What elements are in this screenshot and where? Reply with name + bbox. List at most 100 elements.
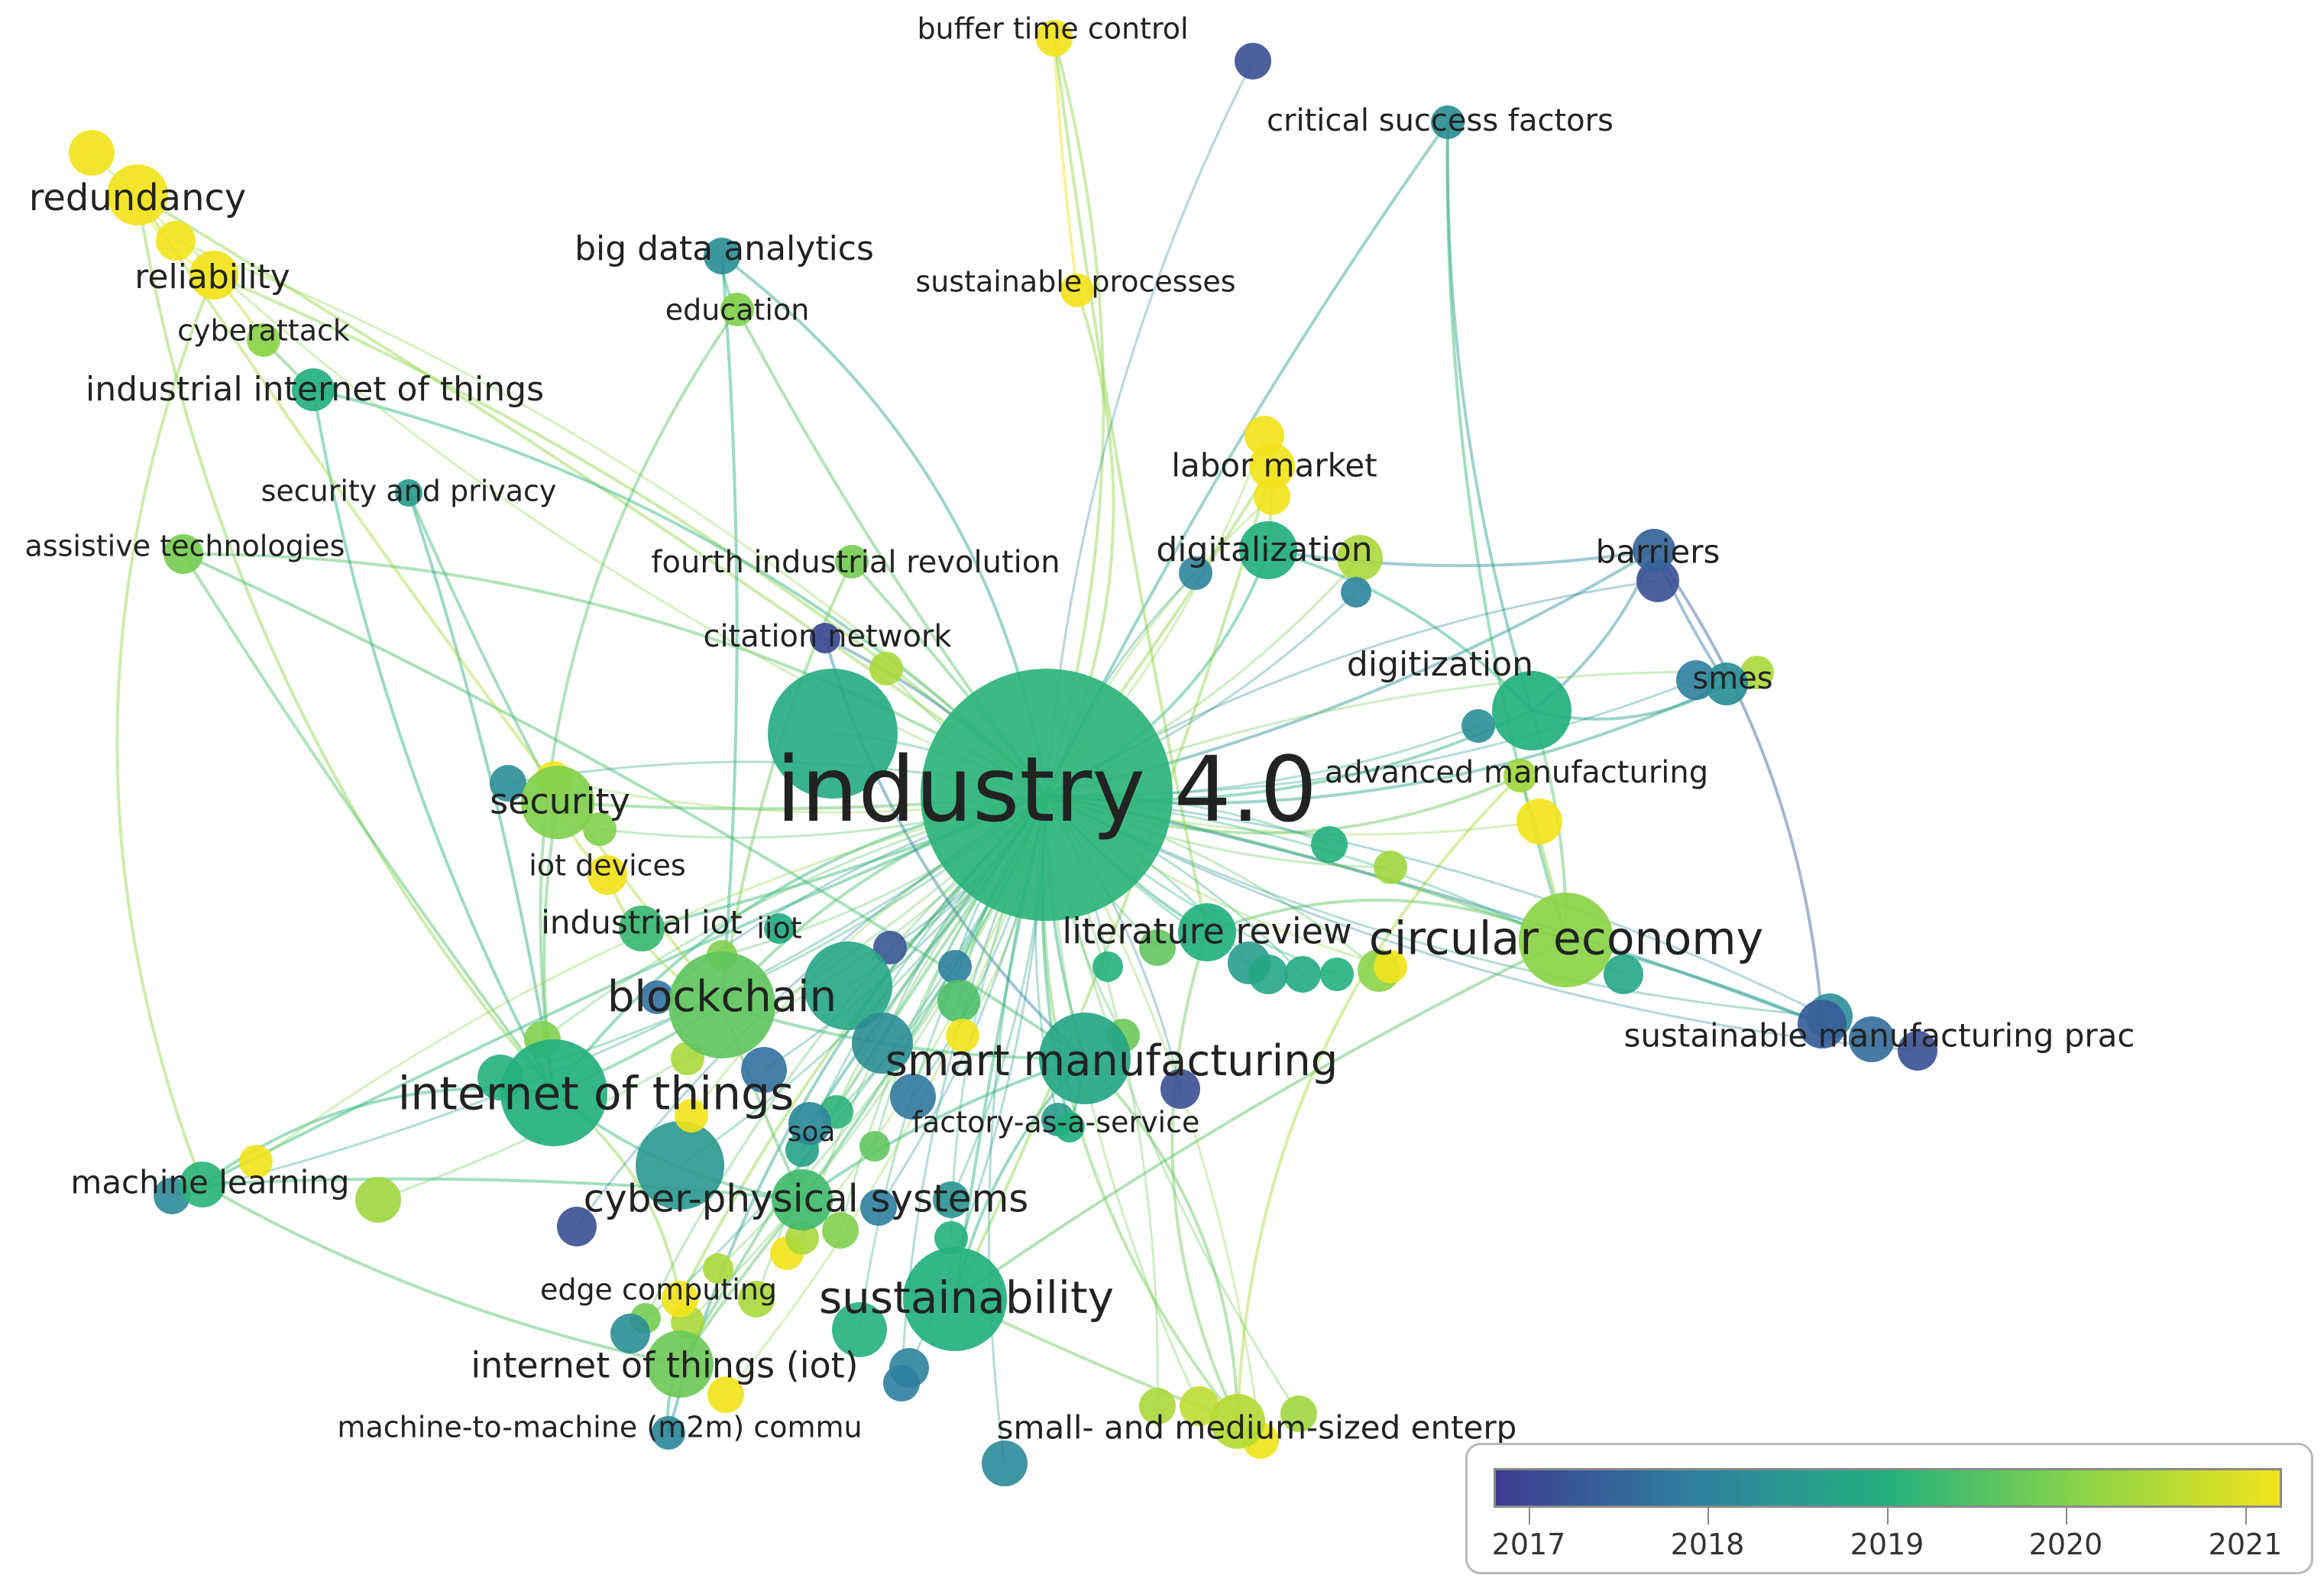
node-iotdev[interactable]: [587, 855, 627, 895]
node-ml[interactable]: [180, 1162, 225, 1207]
minor-node[interactable]: [1320, 958, 1354, 991]
node-soa[interactable]: [788, 1102, 831, 1145]
node-redundancy[interactable]: [107, 164, 168, 225]
node-label-edge[interactable]: edge computing: [540, 1273, 777, 1307]
node-label-soa[interactable]: soa: [788, 1116, 836, 1148]
node-iotiot[interactable]: [646, 1330, 714, 1398]
minor-node[interactable]: [860, 1189, 897, 1226]
minor-node[interactable]: [156, 221, 196, 261]
minor-node[interactable]: [707, 1376, 744, 1413]
minor-node[interactable]: [1341, 577, 1371, 608]
minor-node[interactable]: [1516, 799, 1562, 844]
node-label-industrialiot[interactable]: industrial iot: [541, 904, 742, 941]
minor-node[interactable]: [890, 1074, 936, 1120]
node-digitization[interactable]: [1492, 671, 1571, 750]
minor-node[interactable]: [741, 1047, 787, 1093]
node-buffer[interactable]: [1036, 20, 1073, 57]
minor-node[interactable]: [69, 130, 115, 176]
node-digitalization[interactable]: [1239, 521, 1297, 579]
node-label-faas[interactable]: factory-as-a-service: [912, 1106, 1200, 1139]
node-fourth[interactable]: [835, 545, 869, 578]
minor-node[interactable]: [869, 652, 903, 685]
node-advman[interactable]: [1503, 759, 1537, 792]
node-sustproc[interactable]: [1060, 274, 1094, 307]
node-label-digitalization[interactable]: digitalization: [1156, 530, 1372, 569]
minor-node[interactable]: [1604, 954, 1643, 994]
node-label-bigdata[interactable]: big data analytics: [575, 229, 874, 268]
node-m2m[interactable]: [652, 1416, 685, 1450]
minor-node[interactable]: [852, 1013, 913, 1074]
node-label-iiot[interactable]: iiot: [756, 912, 801, 945]
minor-node[interactable]: [804, 941, 892, 1030]
node-label-fourth[interactable]: fourth industrial revolution: [651, 545, 1060, 580]
node-label-iotiot[interactable]: internet of things (iot): [471, 1345, 858, 1386]
node-label-security[interactable]: security: [490, 781, 630, 822]
minor-node[interactable]: [1740, 656, 1774, 689]
node-label-csf[interactable]: critical success factors: [1267, 103, 1614, 138]
node-smes[interactable]: [1705, 663, 1748, 705]
node-smp[interactable]: [1798, 1000, 1847, 1048]
node-label-m2m[interactable]: machine-to-machine (m2m) commu: [337, 1411, 862, 1444]
minor-node[interactable]: [873, 931, 907, 964]
minor-node[interactable]: [239, 1145, 273, 1178]
minor-node[interactable]: [490, 765, 526, 802]
node-sustainability[interactable]: [903, 1247, 1007, 1351]
node-label-sme_long[interactable]: small- and medium-sized enterp: [997, 1409, 1517, 1447]
minor-node[interactable]: [1374, 851, 1407, 884]
node-label-circular[interactable]: circular economy: [1369, 912, 1764, 966]
node-csf[interactable]: [1431, 105, 1465, 139]
node-label-sustainability[interactable]: sustainability: [819, 1272, 1114, 1324]
node-label-blockchain[interactable]: blockchain: [607, 972, 837, 1022]
minor-node[interactable]: [675, 1099, 708, 1133]
minor-node[interactable]: [1248, 954, 1288, 994]
node-secpriv[interactable]: [395, 479, 422, 507]
minor-node[interactable]: [1180, 1386, 1219, 1426]
minor-node[interactable]: [610, 1314, 650, 1353]
minor-node[interactable]: [1461, 709, 1495, 743]
minor-node[interactable]: [1139, 929, 1176, 966]
minor-node[interactable]: [982, 1441, 1028, 1486]
node-label-iiot_long[interactable]: industrial internet of things: [86, 370, 544, 409]
node-label-ml[interactable]: machine learning: [70, 1164, 349, 1201]
minor-node[interactable]: [768, 669, 898, 799]
minor-node[interactable]: [1898, 1031, 1937, 1071]
node-label-reliability[interactable]: reliability: [134, 258, 290, 297]
node-faas[interactable]: [1054, 1112, 1085, 1142]
minor-node[interactable]: [557, 1207, 597, 1246]
node-education[interactable]: [720, 293, 754, 326]
minor-node[interactable]: [703, 1253, 733, 1284]
node-label-secpriv[interactable]: security and privacy: [261, 475, 557, 508]
minor-node[interactable]: [583, 812, 617, 846]
minor-node[interactable]: [1235, 43, 1271, 79]
minor-node[interactable]: [946, 1019, 979, 1052]
minor-node[interactable]: [859, 1131, 890, 1162]
node-barriers[interactable]: [1633, 529, 1675, 572]
node-iiot_long[interactable]: [292, 368, 335, 411]
node-circular[interactable]: [1519, 893, 1614, 987]
node-iiot[interactable]: [764, 913, 795, 944]
node-edge[interactable]: [662, 1281, 698, 1317]
node-label-iot[interactable]: internet of things: [398, 1068, 795, 1121]
minor-node[interactable]: [938, 950, 972, 984]
node-reliability[interactable]: [189, 251, 238, 300]
minor-node[interactable]: [355, 1177, 401, 1223]
node-litreview[interactable]: [1178, 903, 1236, 961]
node-label-iotdev[interactable]: iot devices: [529, 849, 685, 883]
node-label-smartman[interactable]: smart manufacturing: [885, 1036, 1338, 1086]
node-label-cps[interactable]: cyber-physical systems: [584, 1177, 1029, 1221]
minor-node[interactable]: [1337, 535, 1383, 581]
node-sme_long[interactable]: [1210, 1394, 1265, 1449]
node-citation[interactable]: [810, 623, 840, 653]
node-industry40[interactable]: [921, 669, 1173, 921]
node-assistive[interactable]: [163, 534, 203, 574]
minor-node[interactable]: [1160, 1069, 1200, 1109]
node-label-labor[interactable]: labor market: [1171, 447, 1377, 485]
minor-node[interactable]: [636, 1121, 724, 1210]
node-blockchain[interactable]: [668, 951, 775, 1058]
node-iot[interactable]: [500, 1039, 607, 1146]
minor-node[interactable]: [1849, 1016, 1895, 1062]
minor-node[interactable]: [640, 980, 674, 1014]
minor-node[interactable]: [738, 1281, 775, 1317]
minor-node[interactable]: [1311, 826, 1348, 863]
